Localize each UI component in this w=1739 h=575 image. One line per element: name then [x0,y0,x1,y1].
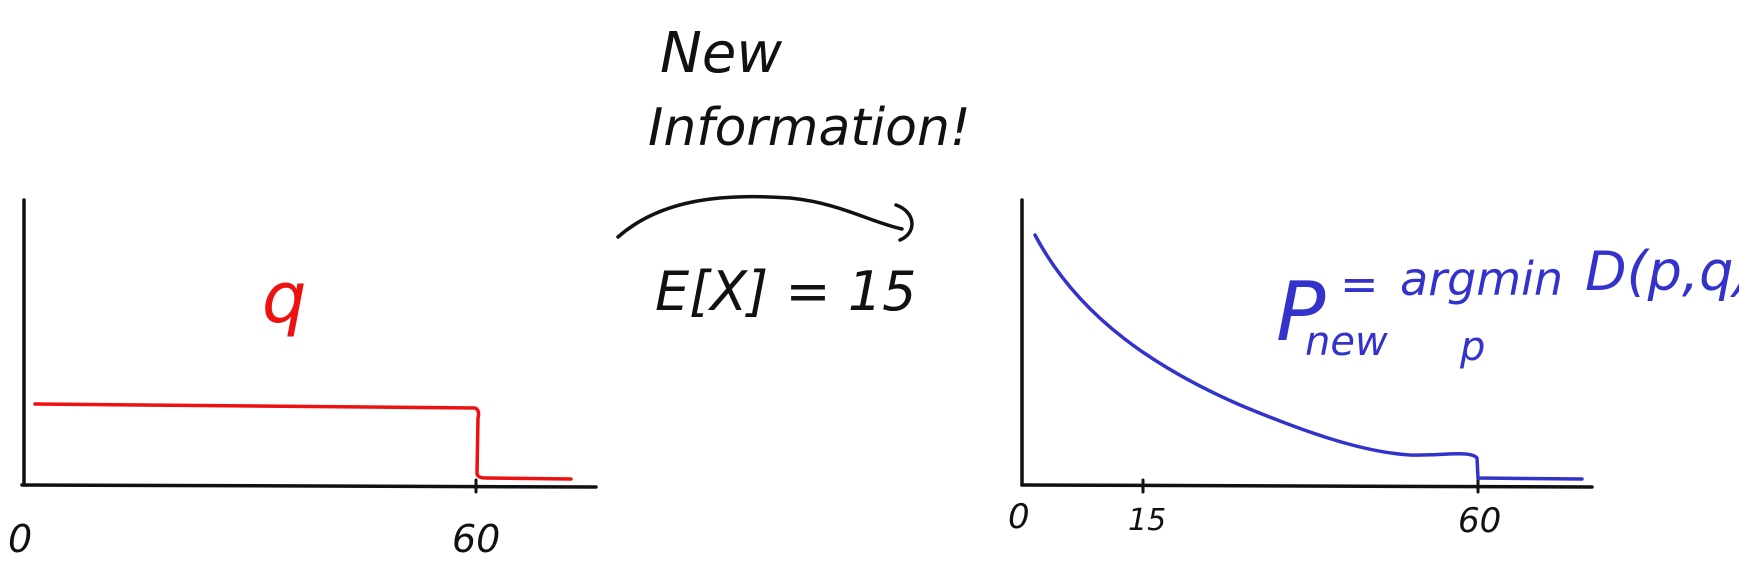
left-tick-label-0: 0 [8,517,32,561]
new-information-annotation: New Information! E[X] = 15 [616,21,971,323]
right-tick-label-60: 60 [1458,501,1501,541]
prior-uniform-density [33,402,573,481]
left-x-axis [20,483,598,489]
formula-argmin: argmin [1400,252,1563,306]
annotation-line-information: Information! [648,98,971,158]
formula-equals: = [1340,257,1379,311]
right-tick-label-0: 0 [1008,497,1030,537]
right-tick-label-15: 15 [1128,503,1166,538]
posterior-exponential-density [1033,233,1584,481]
formula-p-new: P [1276,265,1326,360]
formula-argmin-subscript: p [1459,324,1485,370]
formula-divergence: D(p,q) [1585,240,1739,303]
left-tick-label-60: 60 [452,517,500,561]
left-plot: q 0 60 [8,198,598,561]
annotation-line-new: New [660,21,782,86]
right-x-axis [1020,483,1594,489]
prior-label: q [262,257,306,339]
constraint-expectation: E[X] = 15 [655,260,917,323]
right-plot: 0 15 60 P new = argmin p D(p,q) [1008,198,1739,541]
formula-p-new-subscript: new [1305,319,1388,365]
annotation-arc-arrow [616,194,914,242]
